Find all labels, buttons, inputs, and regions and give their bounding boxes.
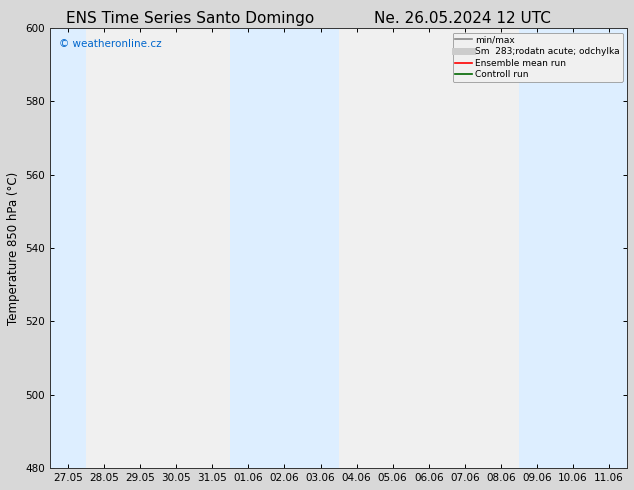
Text: ENS Time Series Santo Domingo: ENS Time Series Santo Domingo <box>66 11 314 26</box>
Text: Ne. 26.05.2024 12 UTC: Ne. 26.05.2024 12 UTC <box>375 11 551 26</box>
Y-axis label: Temperature 850 hPa (°C): Temperature 850 hPa (°C) <box>7 172 20 325</box>
Bar <box>230 28 339 468</box>
Bar <box>519 28 627 468</box>
Bar <box>50 28 86 468</box>
Text: © weatheronline.cz: © weatheronline.cz <box>59 39 162 49</box>
Legend: min/max, Sm  283;rodatn acute; odchylka, Ensemble mean run, Controll run: min/max, Sm 283;rodatn acute; odchylka, … <box>453 33 623 82</box>
